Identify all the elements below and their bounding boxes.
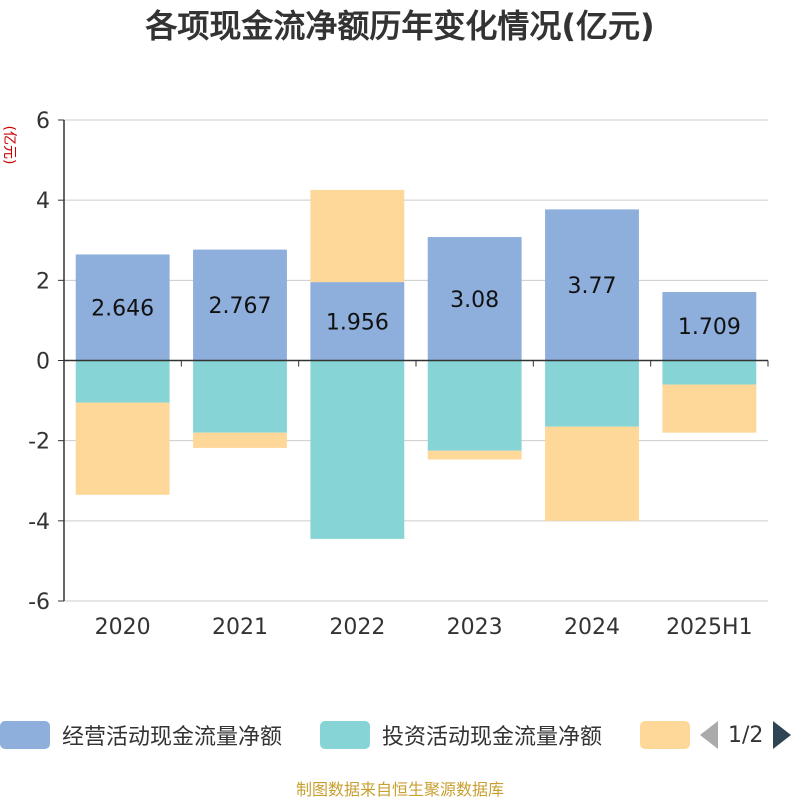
chart-title: 各项现金流净额历年变化情况(亿元) [145, 7, 655, 45]
legend-page-indicator: 1/2 [728, 722, 764, 748]
y-tick-label: -4 [28, 510, 50, 535]
source-note: 制图数据来自恒生聚源数据库 [295, 780, 504, 799]
chevron-right-icon[interactable] [773, 721, 792, 749]
bar-series-0 [662, 291, 757, 361]
x-tick-label: 2021 [212, 615, 268, 640]
bar-series-1 [193, 360, 287, 433]
bar-series-1 [545, 360, 639, 427]
data-label: 3.77 [568, 274, 617, 299]
bar-series-2 [427, 450, 522, 460]
x-tick-label: 2020 [95, 615, 151, 640]
y-tick-label: 2 [36, 269, 50, 294]
legend-item-financing[interactable] [640, 720, 690, 750]
bar-chart: -6 -4 -2 0 2 4 6 2.646 2.767 1.956 3.08 3.77 1.709 20… [28, 109, 769, 640]
y-tick-label: -6 [28, 590, 50, 615]
legend-item-investing[interactable]: 投资活动现金流量净额 [320, 720, 602, 750]
bar-series-2 [662, 384, 757, 433]
x-tick-label: 2024 [564, 615, 620, 640]
legend-swatch [0, 721, 50, 749]
bar-series-1 [662, 360, 757, 385]
bar-series-0 [545, 209, 639, 361]
x-tick-label: 2023 [447, 615, 503, 640]
bar-series-2 [193, 432, 287, 448]
legend-label: 投资活动现金流量净额 [382, 725, 603, 750]
bar-series-0 [310, 282, 405, 361]
data-label: 1.956 [326, 310, 389, 335]
bar-series-0 [427, 237, 522, 361]
y-tick-label: 4 [36, 189, 50, 214]
x-tick-label: 2025H1 [666, 615, 753, 640]
chevron-left-icon[interactable] [700, 721, 718, 749]
bar-series-1 [75, 360, 170, 403]
legend-swatch [320, 721, 370, 749]
legend-item-operating[interactable]: 经营活动现金流量净额 [0, 720, 282, 750]
bar-series-0 [75, 254, 170, 361]
bar-series-2 [75, 402, 170, 495]
legend-label: 经营活动现金流量净额 [62, 725, 283, 750]
data-label: 1.709 [678, 315, 741, 340]
bar-series-1 [310, 360, 405, 539]
y-tick-label: -2 [28, 430, 50, 455]
data-label: 3.08 [450, 288, 499, 313]
bar-series-2 [545, 426, 639, 521]
data-label: 2.767 [209, 294, 272, 319]
data-label: 2.646 [91, 296, 154, 321]
bar-series-1 [427, 360, 522, 451]
legend-pager: 1/2 [700, 720, 792, 750]
y-tick-label: 6 [36, 109, 50, 134]
bar-series-2 [310, 189, 405, 283]
x-tick-label: 2022 [329, 615, 385, 640]
legend-swatch [640, 721, 690, 749]
y-tick-label: 0 [36, 350, 50, 375]
legend: 经营活动现金流量净额 投资活动现金流量净额 1/2 [0, 712, 800, 756]
bar-series-0 [193, 249, 287, 361]
